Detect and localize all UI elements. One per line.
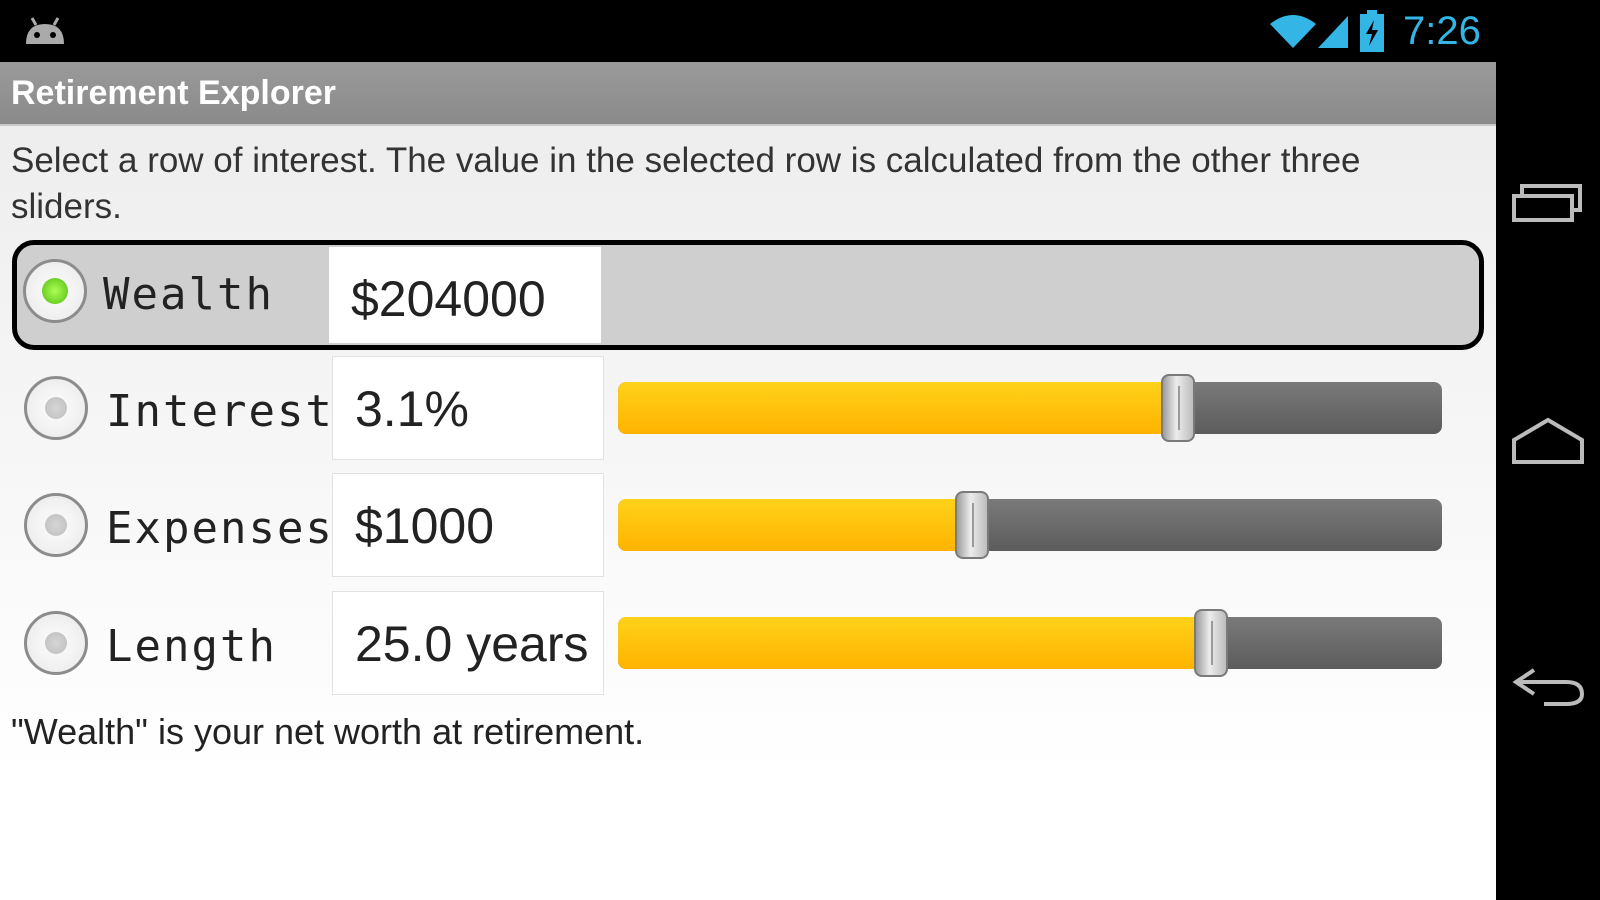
battery-charging-icon [1360, 10, 1384, 52]
radio-length[interactable] [24, 611, 88, 675]
app-title: Retirement Explorer [11, 74, 336, 112]
signal-icon [1318, 16, 1348, 48]
slider-thumb[interactable] [955, 491, 990, 559]
app-window: Retirement Explorer Select a row of inte… [0, 62, 1496, 900]
radio-interest[interactable] [24, 376, 88, 440]
row-wealth[interactable]: Wealth $204000 [12, 240, 1484, 350]
row-label-length: Length [106, 621, 277, 672]
value-text-expenses: $1000 [355, 498, 495, 554]
android-notification-icon [26, 17, 64, 44]
title-bar: Retirement Explorer [0, 62, 1496, 126]
slider-thumb[interactable] [1194, 609, 1229, 677]
slider-fill [618, 382, 1179, 434]
row-label-wealth: Wealth [103, 269, 274, 320]
radio-expenses[interactable] [24, 493, 88, 557]
value-text-wealth: $204000 [351, 271, 546, 327]
footer-note: "Wealth" is your net worth at retirement… [11, 711, 645, 752]
clock: 7:26 [1403, 9, 1481, 53]
slider-thumb[interactable] [1161, 374, 1196, 442]
value-box-expenses: $1000 [332, 473, 604, 577]
navigation-bar [1496, 62, 1600, 900]
slider-fill [618, 499, 973, 551]
back-icon[interactable] [1508, 652, 1588, 712]
row-interest[interactable]: Interest 3.1% [12, 356, 1484, 464]
slider-length[interactable] [618, 609, 1442, 677]
radio-dot [45, 632, 67, 654]
home-icon[interactable] [1508, 410, 1588, 470]
radio-dot [42, 278, 68, 304]
value-box-interest: 3.1% [332, 356, 604, 460]
wifi-icon [1270, 15, 1316, 48]
recent-apps-icon[interactable] [1508, 172, 1588, 232]
slider-fill [618, 617, 1212, 669]
value-text-interest: 3.1% [355, 381, 469, 437]
row-expenses[interactable]: Expenses $1000 [12, 473, 1484, 581]
status-bar: 7:26 [0, 0, 1600, 62]
radio-dot [45, 397, 67, 419]
row-length[interactable]: Length 25.0 years [12, 591, 1484, 699]
radio-dot [45, 514, 67, 536]
value-box-wealth: $204000 [329, 247, 601, 343]
radio-wealth[interactable] [23, 259, 87, 323]
slider-expenses[interactable] [618, 491, 1442, 559]
slider-interest[interactable] [618, 374, 1442, 442]
row-label-interest: Interest [106, 386, 334, 437]
value-text-length: 25.0 years [355, 616, 589, 672]
row-label-expenses: Expenses [106, 503, 334, 554]
intro-text: Select a row of interest. The value in t… [11, 141, 1361, 226]
value-box-length: 25.0 years [332, 591, 604, 695]
